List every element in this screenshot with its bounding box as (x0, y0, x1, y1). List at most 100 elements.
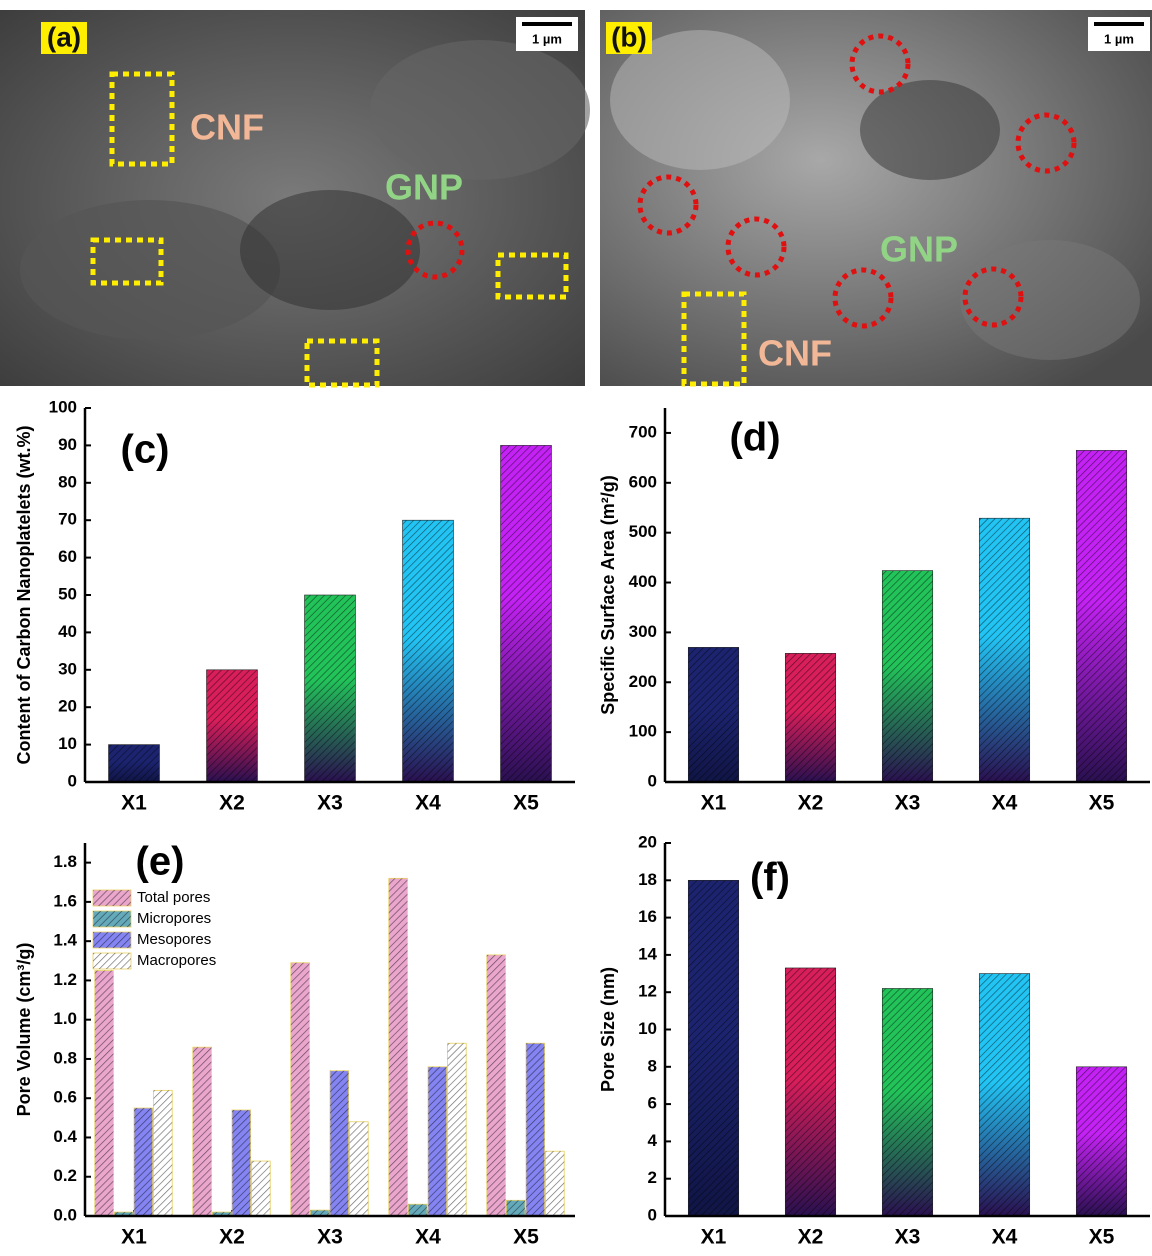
y-axis-label: Specific Surface Area (m²/g) (598, 475, 618, 714)
bar-hatch (979, 518, 1029, 782)
legend-label: Macropores (137, 952, 216, 969)
y-tick-label: 500 (629, 522, 657, 541)
y-tick-label: 70 (58, 510, 77, 529)
bar-hatch (291, 963, 310, 1216)
bar-hatch (207, 670, 258, 782)
x-tick-label: X4 (415, 1226, 441, 1249)
y-tick-label: 400 (629, 572, 657, 591)
x-tick-label: X1 (701, 792, 727, 815)
y-tick-label: 4 (648, 1131, 658, 1150)
y-tick-label: 700 (629, 422, 657, 441)
bar-hatch (979, 974, 1029, 1216)
y-tick-label: 50 (58, 584, 77, 603)
y-tick-label: 100 (629, 722, 657, 741)
y-tick-label: 0.2 (53, 1166, 77, 1185)
y-tick-label: 2 (648, 1168, 657, 1187)
bar-hatch (506, 1200, 525, 1216)
y-tick-label: 0.6 (53, 1088, 77, 1107)
bar-hatch (350, 1122, 369, 1216)
bar-hatch (688, 880, 738, 1216)
x-tick-label: X4 (415, 792, 441, 815)
y-tick-label: 1.8 (53, 852, 77, 871)
x-tick-label: X1 (701, 1226, 727, 1249)
x-tick-label: X3 (317, 792, 343, 815)
y-tick-label: 0.4 (53, 1127, 77, 1146)
y-tick-label: 10 (638, 1019, 657, 1038)
panel-label: (a) (47, 21, 81, 52)
x-tick-label: X4 (992, 792, 1018, 815)
annotation: GNP (385, 167, 463, 208)
y-tick-label: 40 (58, 622, 77, 641)
chart-title: (d) (729, 416, 780, 460)
sem-image-b: (b) 1 µm GNP CNF (600, 10, 1152, 386)
x-tick-label: X1 (121, 1226, 147, 1249)
y-tick-label: 14 (638, 944, 657, 963)
y-tick-label: 12 (638, 982, 657, 1001)
chart-title: (f) (750, 856, 790, 900)
bar-hatch (95, 971, 114, 1216)
x-tick-label: X1 (121, 792, 147, 815)
bar-hatch (1076, 1067, 1126, 1216)
scale-bar: 1 µm (532, 31, 562, 46)
y-axis-label: Content of Carbon Nanoplatelets (wt.%) (14, 426, 34, 765)
x-tick-label: X3 (895, 1226, 921, 1249)
x-tick-label: X2 (798, 1226, 824, 1249)
x-tick-label: X2 (219, 792, 245, 815)
y-tick-label: 80 (58, 472, 77, 491)
bar-hatch (305, 595, 356, 782)
chart-title: (e) (136, 840, 185, 884)
bar-hatch (134, 1108, 153, 1216)
x-tick-label: X5 (1089, 792, 1115, 815)
y-axis-label: Pore Size (nm) (598, 967, 618, 1092)
y-tick-label: 300 (629, 622, 657, 641)
bar-hatch (487, 955, 506, 1216)
legend-label: Mesopores (137, 931, 211, 948)
bar-hatch (785, 653, 835, 782)
figure: (a) 1 µm CNF GNP (b) 1 µm GNP CNF 010203… (0, 0, 1152, 1251)
y-tick-label: 100 (49, 397, 77, 416)
y-tick-label: 0 (648, 1205, 657, 1224)
x-tick-label: X5 (513, 792, 539, 815)
y-tick-label: 0 (648, 771, 657, 790)
x-tick-label: X2 (798, 792, 824, 815)
x-tick-label: X3 (317, 1226, 343, 1249)
bar-hatch (109, 745, 160, 782)
y-tick-label: 1.6 (53, 891, 77, 910)
sem-image-a: (a) 1 µm CNF GNP (0, 10, 590, 386)
y-tick-label: 16 (638, 907, 657, 926)
bar-hatch (193, 1047, 212, 1216)
y-tick-label: 0.0 (53, 1205, 77, 1224)
y-tick-label: 10 (58, 734, 77, 753)
bar-hatch (546, 1151, 565, 1216)
x-tick-label: X5 (1089, 1226, 1115, 1249)
y-tick-label: 30 (58, 659, 77, 678)
x-tick-label: X3 (895, 792, 921, 815)
y-tick-label: 1.0 (53, 1009, 77, 1028)
y-tick-label: 6 (648, 1094, 657, 1113)
y-tick-label: 200 (629, 672, 657, 691)
bar-hatch (1076, 450, 1126, 782)
scale-bar: 1 µm (1104, 31, 1134, 46)
y-tick-label: 0 (68, 771, 77, 790)
x-tick-label: X2 (219, 1226, 245, 1249)
y-tick-label: 18 (638, 870, 657, 889)
bar-hatch (501, 445, 552, 782)
chart-title: (c) (121, 428, 170, 472)
bar-hatch (252, 1161, 271, 1216)
y-tick-label: 1.4 (53, 931, 77, 950)
bar-hatch (389, 878, 408, 1216)
bar-hatch (330, 1071, 349, 1216)
legend-swatch-hatch (93, 953, 131, 969)
y-axis-label: Pore Volume (cm³/g) (14, 943, 34, 1117)
y-tick-label: 60 (58, 547, 77, 566)
bar-hatch (526, 1043, 545, 1216)
legend-label: Total pores (137, 889, 210, 906)
bar-hatch (408, 1204, 427, 1216)
legend-swatch-hatch (93, 890, 131, 906)
panel-label: (b) (611, 21, 647, 52)
y-tick-label: 20 (638, 832, 657, 851)
